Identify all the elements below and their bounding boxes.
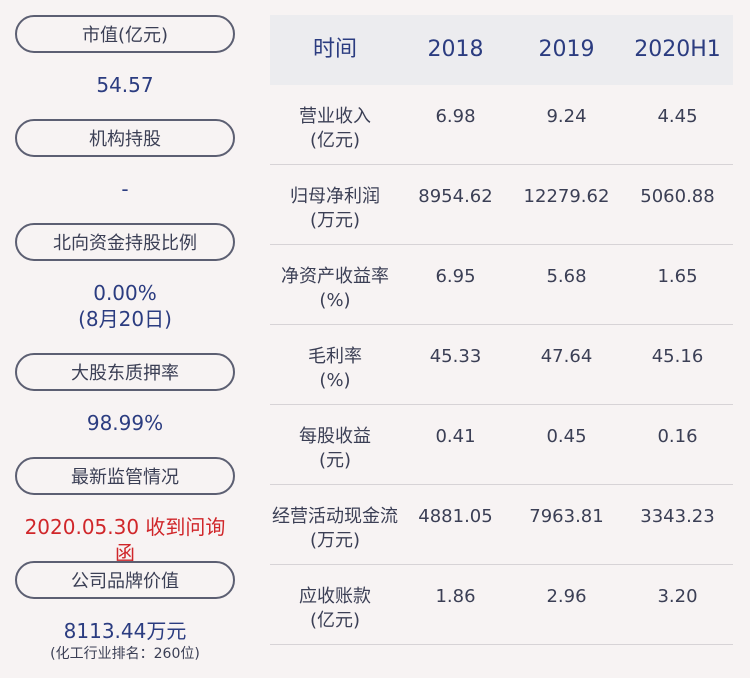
- row-unit: (万元): [309, 530, 361, 551]
- row-unit: (万元): [309, 210, 361, 231]
- institutional-holding-value: -: [121, 177, 129, 201]
- cell-2018: 45.33: [429, 346, 482, 367]
- pledge-rate-label: 大股东质押率: [15, 353, 235, 391]
- header-2018: 2018: [427, 37, 484, 62]
- cell-2018: 6.98: [435, 106, 476, 127]
- institutional-holding-label: 机构持股: [15, 119, 235, 157]
- row-name: 营业收入: [299, 106, 371, 127]
- table-row: 净资产收益率 (%) 6.95 5.68 1.65: [270, 245, 733, 325]
- table-row: 归母净利润 (万元) 8954.62 12279.62 5060.88: [270, 165, 733, 245]
- row-name: 归母净利润: [290, 186, 380, 207]
- market-cap-value: 54.57: [96, 73, 154, 97]
- cell-2019: 5.68: [546, 266, 587, 287]
- row-name: 净资产收益率: [281, 266, 389, 287]
- table-row: 每股收益 (元) 0.41 0.45 0.16: [270, 405, 733, 485]
- cell-2019: 9.24: [546, 106, 587, 127]
- header-2019: 2019: [538, 37, 595, 62]
- row-label: 归母净利润 (万元): [270, 185, 400, 233]
- market-cap-label: 市值(亿元): [15, 15, 235, 53]
- cell-2019: 2.96: [546, 586, 587, 607]
- cell-2018: 0.41: [435, 426, 476, 447]
- row-label: 经营活动现金流 (万元): [270, 505, 400, 553]
- header-time: 时间: [312, 37, 357, 62]
- row-name: 毛利率: [308, 346, 362, 367]
- cell-2018: 4881.05: [418, 506, 493, 527]
- northbound-ratio-date: (8月20日): [78, 307, 172, 331]
- table-header: 时间 2018 2019 2020H1: [270, 15, 733, 85]
- row-name: 应收账款: [299, 586, 371, 607]
- table-row: 经营活动现金流 (万元) 4881.05 7963.81 3343.23: [270, 485, 733, 565]
- row-unit: (%): [319, 370, 351, 391]
- cell-2018: 6.95: [435, 266, 476, 287]
- row-unit: (亿元): [309, 610, 361, 631]
- row-label: 应收账款 (亿元): [270, 585, 400, 633]
- cell-2018: 8954.62: [418, 186, 493, 207]
- cell-2019: 0.45: [546, 426, 587, 447]
- northbound-ratio-label: 北向资金持股比例: [15, 223, 235, 261]
- row-name: 经营活动现金流: [272, 506, 398, 527]
- row-label: 净资产收益率 (%): [270, 265, 400, 313]
- row-label: 营业收入 (亿元): [270, 105, 400, 153]
- regulatory-status-value: 2020.05.30 收到问询函: [24, 515, 226, 565]
- cell-2020h1: 4.45: [657, 106, 698, 127]
- pledge-rate-value: 98.99%: [86, 411, 164, 435]
- cell-2018: 1.86: [435, 586, 476, 607]
- row-label: 毛利率 (%): [270, 345, 400, 393]
- row-unit: (%): [319, 290, 351, 311]
- table-row: 应收账款 (亿元) 1.86 2.96 3.20: [270, 565, 733, 645]
- table-row: 毛利率 (%) 45.33 47.64 45.16: [270, 325, 733, 405]
- cell-2020h1: 3.20: [657, 586, 698, 607]
- row-unit: (亿元): [309, 130, 361, 151]
- brand-value-label: 公司品牌价值: [15, 561, 235, 599]
- cell-2020h1: 3343.23: [640, 506, 715, 527]
- regulatory-status-label: 最新监管情况: [15, 457, 235, 495]
- cell-2019: 12279.62: [523, 186, 610, 207]
- cell-2019: 7963.81: [529, 506, 604, 527]
- table-row: 营业收入 (亿元) 6.98 9.24 4.45: [270, 85, 733, 165]
- brand-value-value: 8113.44万元: [63, 619, 187, 643]
- cell-2020h1: 45.16: [651, 346, 704, 367]
- financial-table: 时间 2018 2019 2020H1 营业收入 (亿元) 6.98 9.24 4…: [270, 15, 733, 645]
- row-label: 每股收益 (元): [270, 425, 400, 473]
- cell-2020h1: 5060.88: [640, 186, 715, 207]
- header-2020h1: 2020H1: [634, 37, 721, 62]
- row-unit: (元): [318, 450, 352, 471]
- cell-2020h1: 0.16: [657, 426, 698, 447]
- cell-2020h1: 1.65: [657, 266, 698, 287]
- northbound-ratio-value: 0.00%: [93, 281, 157, 305]
- row-name: 每股收益: [299, 426, 371, 447]
- brand-value-rank: (化工行业排名：260位): [50, 646, 200, 662]
- cell-2019: 47.64: [540, 346, 593, 367]
